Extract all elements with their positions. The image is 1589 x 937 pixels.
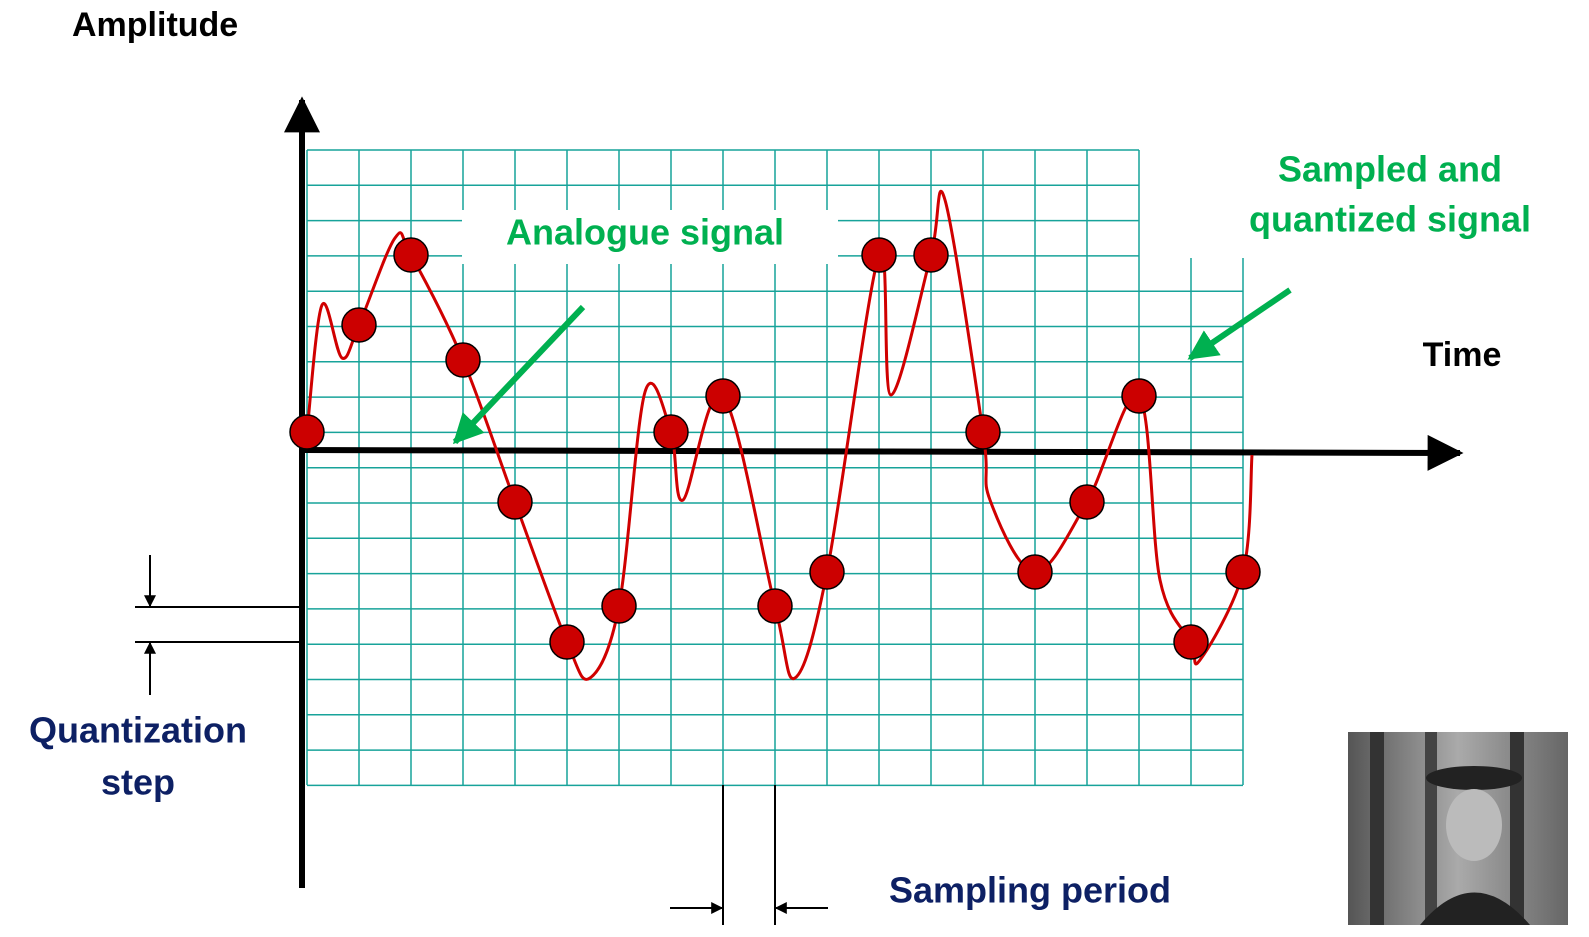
samples	[289, 237, 1261, 660]
sample-dot	[653, 414, 689, 450]
photo	[1348, 732, 1568, 925]
sample-dot	[393, 237, 429, 273]
sample-dot	[445, 342, 481, 378]
sample-dot	[913, 237, 949, 273]
quantization-label: step	[101, 762, 175, 803]
x-axis-label: Time	[1423, 336, 1502, 374]
sample-dot	[1173, 624, 1209, 660]
y-axis-label: Amplitude	[72, 6, 238, 44]
quantization-marker	[135, 555, 300, 695]
sample-dot	[1017, 554, 1053, 590]
sample-dot	[705, 378, 741, 414]
sampling-marker	[670, 785, 828, 925]
sample-dot	[965, 414, 1001, 450]
quantization-label: Quantization	[29, 710, 247, 751]
sample-dot	[1225, 554, 1261, 590]
sample-dot	[289, 414, 325, 450]
sampling-label: Sampling period	[889, 870, 1171, 911]
pointer-arrow	[452, 304, 586, 445]
sample-dot	[1121, 378, 1157, 414]
sampled-label: quantized signal	[1249, 199, 1531, 240]
sample-dot	[1069, 484, 1105, 520]
sample-dot	[549, 624, 585, 660]
sample-dot	[601, 588, 637, 624]
sample-dot	[341, 307, 377, 343]
x-axis	[301, 434, 1464, 471]
pointer-arrow	[1187, 287, 1292, 361]
sample-dot	[497, 484, 533, 520]
sample-dot	[809, 554, 845, 590]
analogue-label: Analogue signal	[506, 212, 784, 253]
sample-dot	[757, 588, 793, 624]
sample-dot	[861, 237, 897, 273]
label-background	[462, 210, 838, 264]
sampled-label: Sampled and	[1278, 149, 1502, 190]
